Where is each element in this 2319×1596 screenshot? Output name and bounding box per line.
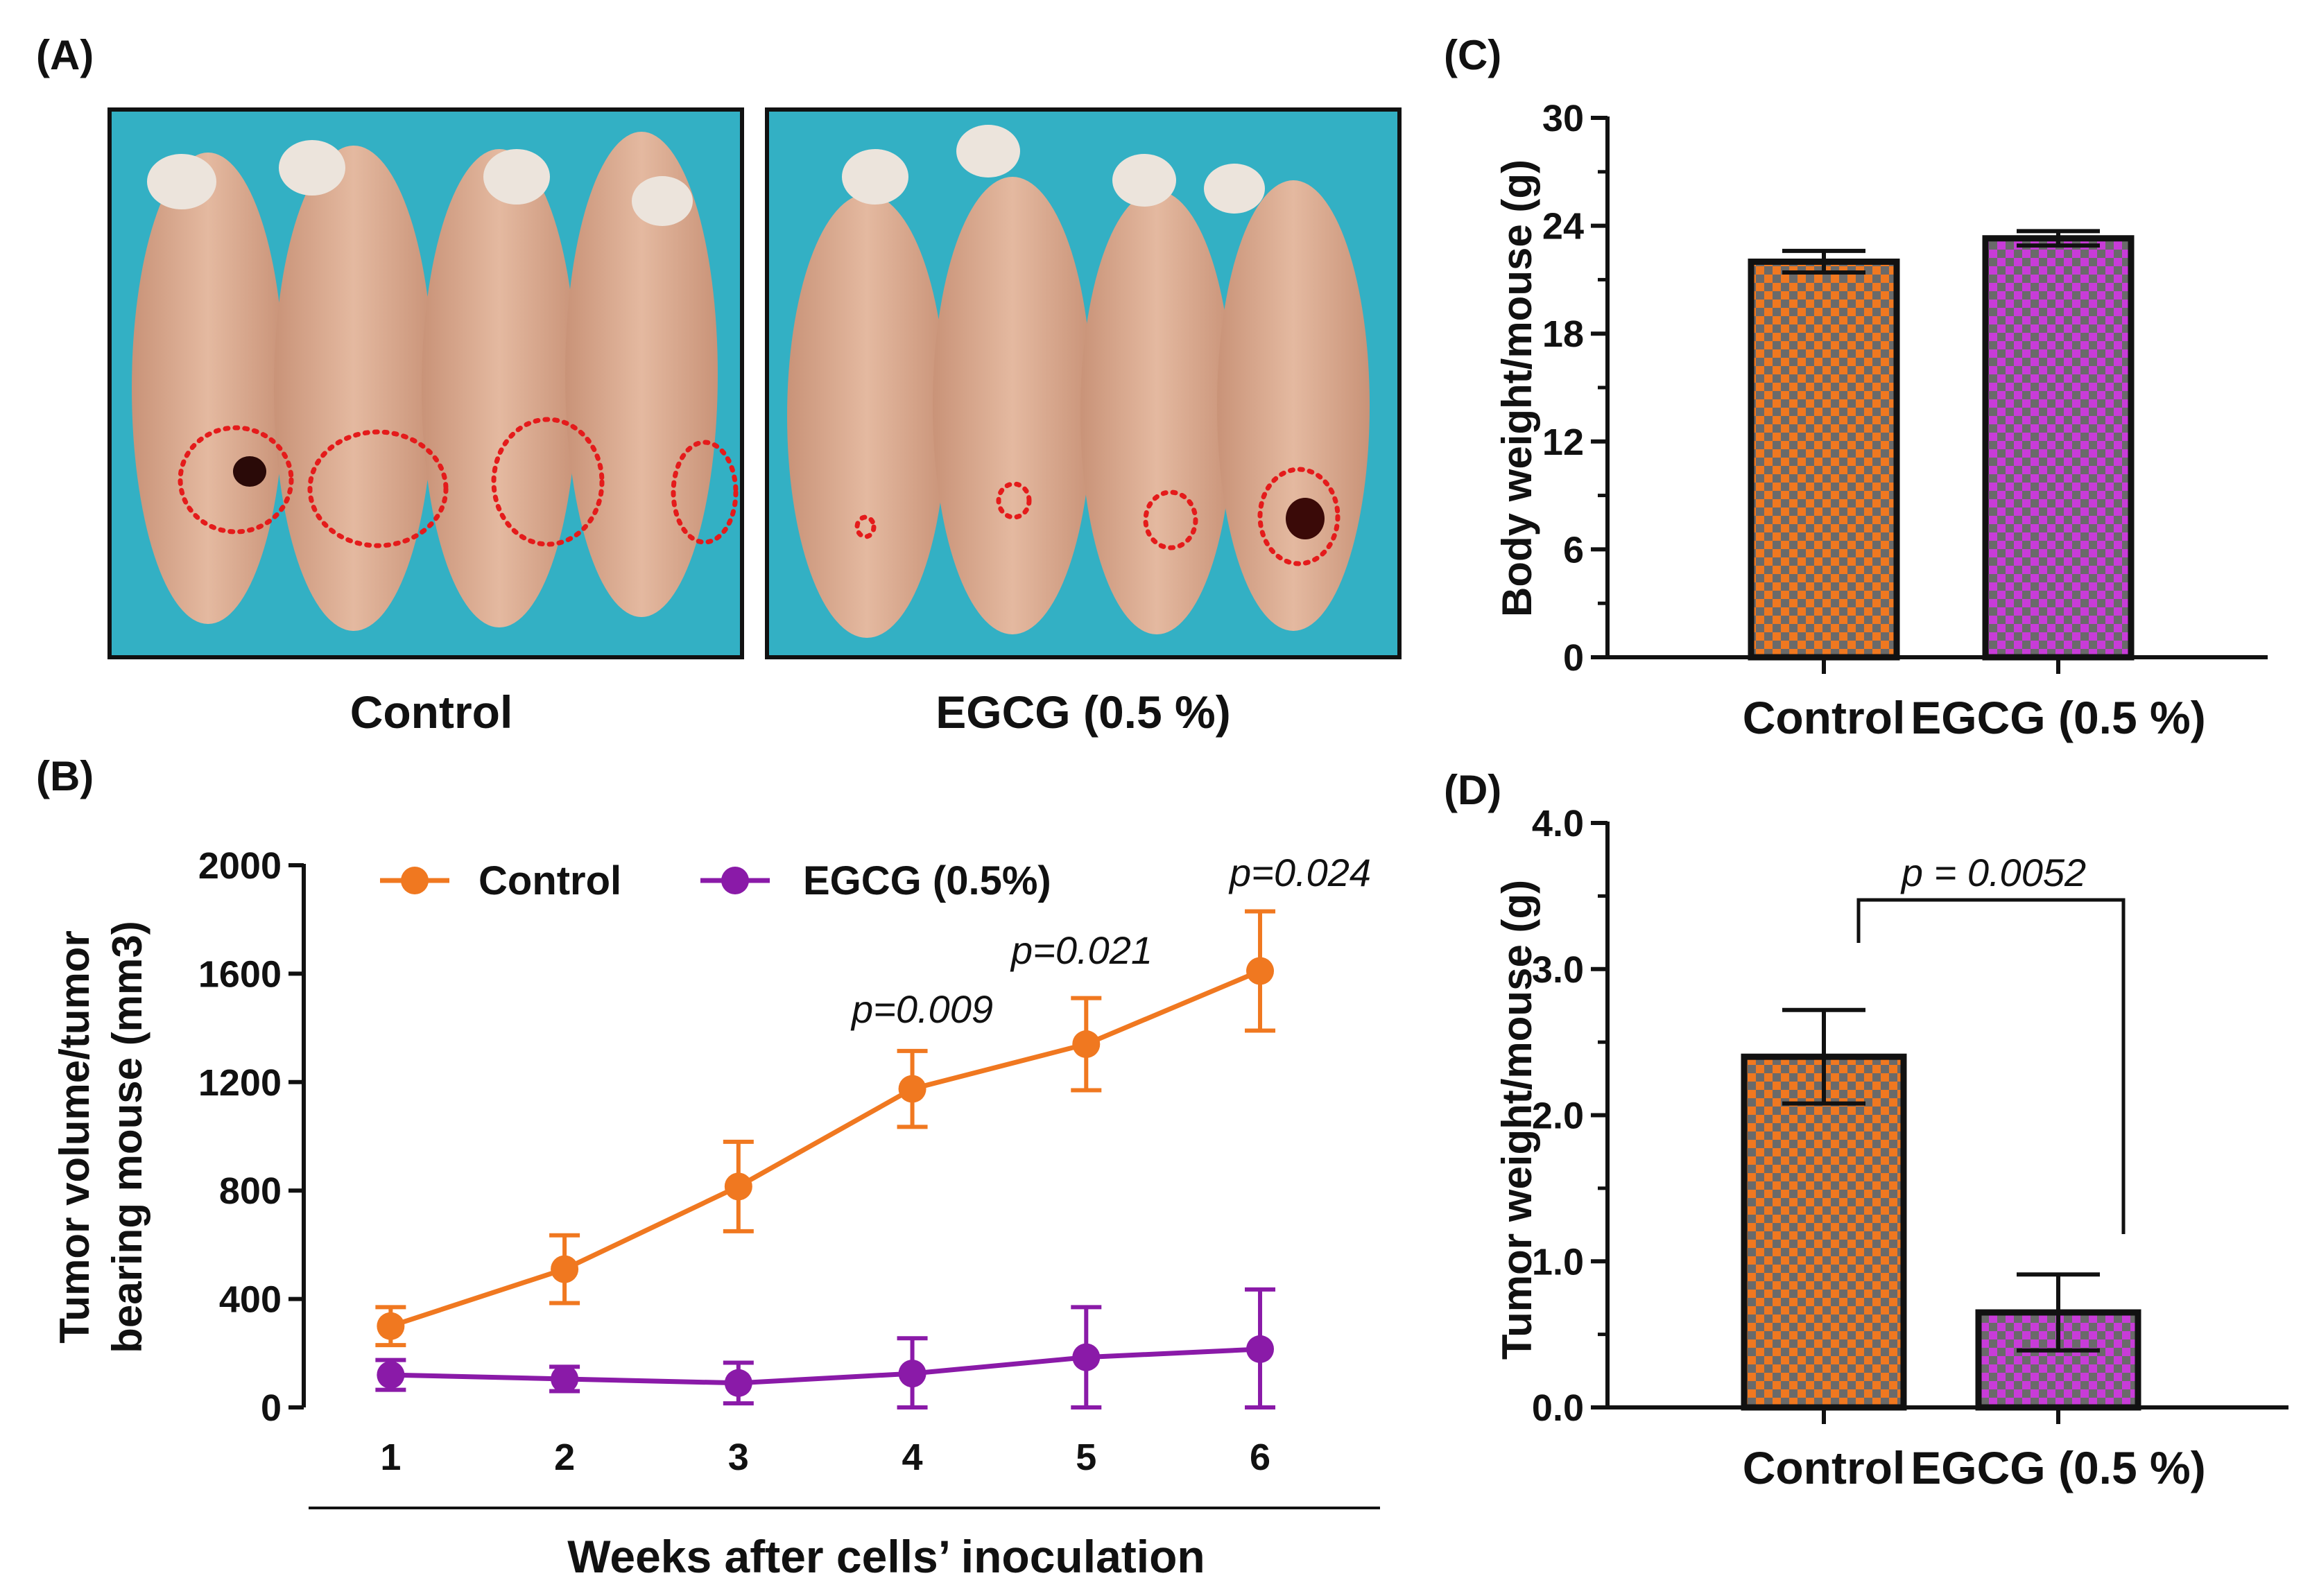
data-point	[1246, 1335, 1275, 1363]
x-axis-label: Weeks after cells’ inoculation	[567, 1531, 1205, 1582]
y-tick-label: 800	[219, 1170, 282, 1212]
y-tick-label: 4.0	[1532, 803, 1584, 844]
data-point	[377, 1312, 405, 1340]
y-tick-label: 1200	[198, 1062, 282, 1104]
legend-label: Control	[479, 858, 621, 903]
p-value-annotation: p=0.024	[1228, 851, 1371, 894]
legend-marker	[401, 867, 429, 894]
photo-egcg	[765, 107, 1402, 659]
significance-bracket	[1856, 898, 2126, 1234]
data-point	[1246, 957, 1275, 985]
data-point	[1072, 1343, 1101, 1371]
bar	[1748, 258, 1900, 661]
y-tick-label: 0.0	[1532, 1387, 1584, 1429]
tumor-outlines-control	[178, 417, 739, 548]
y-tick-label: 0	[1563, 637, 1584, 679]
data-point	[724, 1369, 752, 1397]
series-line	[390, 1346, 1261, 1386]
caption-control: Control	[350, 686, 513, 738]
x-tick-label: 2	[554, 1437, 575, 1478]
y-tick-label: 6	[1563, 529, 1584, 571]
mouse-illustrations-egcg	[787, 125, 1370, 638]
y-tick-label: 2.0	[1532, 1095, 1584, 1137]
panel-label-d: (D)	[1444, 767, 1501, 813]
bar	[1982, 235, 2135, 661]
tumor-outlines-egcg	[854, 467, 1340, 566]
photo-control	[107, 107, 744, 659]
bar	[1741, 1053, 1907, 1411]
y-tick-label: 3.0	[1532, 949, 1584, 991]
data-point	[1072, 1030, 1101, 1059]
legend-label: EGCG (0.5%)	[803, 858, 1051, 903]
data-point	[898, 1360, 926, 1388]
data-point	[551, 1364, 579, 1393]
x-category-label: EGCG (0.5 %)	[1911, 1442, 2205, 1493]
x-tick-label: 1	[380, 1437, 401, 1478]
x-category-label: Control	[1743, 1442, 1906, 1493]
panel-label-b: (B)	[36, 753, 94, 799]
p-value-annotation: p=0.021	[1010, 928, 1153, 972]
caption-egcg: EGCG (0.5 %)	[936, 686, 1230, 738]
x-tick-label: 4	[902, 1437, 923, 1478]
x-category-label: EGCG (0.5 %)	[1911, 692, 2205, 743]
series-line	[390, 969, 1261, 1329]
y-axis-label: Tumor weight/mouse (g)	[1494, 880, 1540, 1360]
tumor-volume-line-chart: 0 400 800 1200 1600 2000 1 2 3 4 5 6 Weeks after cel…	[51, 845, 1380, 1582]
panel-label-a: (A)	[36, 32, 94, 78]
data-point	[377, 1361, 405, 1389]
data-point	[551, 1255, 579, 1283]
y-tick-label: 1.0	[1532, 1241, 1584, 1283]
x-tick-label: 5	[1076, 1437, 1096, 1478]
y-axis-label-text: Body weight/mouse (g)	[1494, 159, 1540, 617]
p-value-annotation: p = 0.0052	[1900, 851, 2086, 894]
y-tick-label: 18	[1542, 313, 1584, 355]
data-point	[724, 1172, 752, 1201]
y-tick-label: 0	[261, 1387, 282, 1429]
p-value-annotation: p=0.009	[850, 987, 993, 1031]
x-tick-label: 6	[1250, 1437, 1270, 1478]
data-point	[898, 1075, 926, 1103]
tumor-weight-bar-chart: 0.0 1.0 2.0 3.0 4.0 Tumor weight/mouse (g) Con…	[1494, 803, 2288, 1493]
y-tick-label: 1600	[198, 953, 282, 995]
mouse-illustrations-control	[132, 132, 718, 631]
y-tick-label: 400	[219, 1279, 282, 1321]
legend-marker	[721, 867, 749, 894]
tumor-core-egcg	[1286, 498, 1325, 539]
y-tick-label: 12	[1542, 422, 1584, 463]
y-axis-label-line: Tumor volume/tumor	[51, 930, 98, 1344]
y-axis-label-line: bearing mouse (mm3)	[104, 921, 150, 1353]
x-tick-label: 3	[728, 1437, 749, 1478]
x-category-label: Control	[1743, 692, 1906, 743]
y-axis-label-text: Tumor weight/mouse (g)	[1494, 880, 1540, 1360]
y-tick-label: 24	[1542, 206, 1584, 248]
y-tick-label: 30	[1542, 98, 1584, 139]
y-tick-label: 2000	[198, 845, 282, 887]
tumor-core-control	[233, 456, 266, 487]
panel-label-c: (C)	[1444, 32, 1501, 78]
y-axis-label: Tumor volume/tumor bearing mouse (mm3)	[51, 921, 150, 1353]
y-axis-label: Body weight/mouse (g)	[1494, 159, 1540, 617]
